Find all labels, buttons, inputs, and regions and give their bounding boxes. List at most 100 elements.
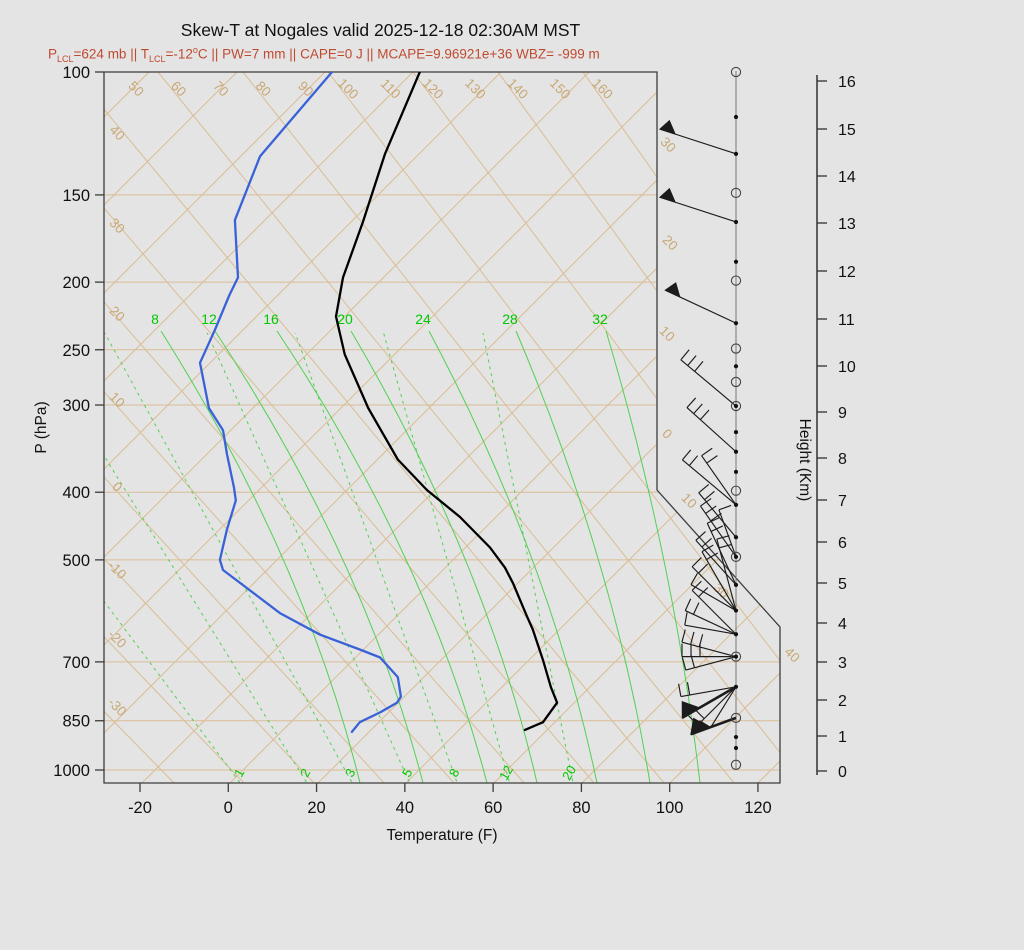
wind-barb-stem: [701, 551, 737, 611]
level-dot-marker: [733, 364, 739, 369]
mixing-ratio-line: [482, 332, 575, 783]
moist-adiabat-label: 32: [592, 311, 608, 327]
moist-adiabat-line: [276, 330, 488, 783]
wind-barb-tick: [684, 598, 692, 611]
dry-adiabat-line: [838, 72, 1024, 783]
pressure-tick-label: 400: [62, 484, 90, 502]
grid-line-label: 50: [126, 78, 147, 99]
level-dot-marker: [733, 114, 739, 120]
level-dot-marker: [733, 608, 739, 613]
grid-line-label: 70: [210, 78, 231, 99]
grid-line-label: 10: [107, 389, 128, 410]
x-axis-tick-label: 20: [307, 799, 325, 817]
sounding-curves: [198, 72, 559, 734]
wind-barb-tick: [704, 490, 715, 501]
wind-barb-tick: [698, 484, 710, 494]
moist-adiabat-label: 12: [201, 311, 217, 327]
x-axis-tick-label: -20: [128, 799, 152, 817]
level-dot-marker: [733, 219, 739, 225]
level-dot-marker: [733, 684, 739, 689]
level-circle-marker: [730, 275, 742, 286]
x-axis-tick-label: 120: [744, 799, 772, 817]
grid-line-label: 160: [589, 76, 616, 103]
wind-barb-tick: [691, 557, 702, 568]
wind-barb-tick: [688, 455, 699, 467]
wind-barb-tick: [701, 544, 714, 553]
height-tick-label: 10: [838, 359, 856, 376]
isotherm-line: [104, 72, 326, 783]
pressure-tick-label: 300: [62, 397, 90, 415]
dry-adiabat-line: [752, 72, 780, 783]
height-tick-label: 6: [838, 535, 847, 552]
grid-line-label: 40: [782, 644, 803, 665]
pressure-tick-label: 850: [62, 713, 90, 731]
dry-adiabat-line: [104, 72, 665, 783]
wind-barb-pennant: [664, 282, 681, 298]
mixing-ratio-line: [294, 332, 460, 783]
pressure-tick-label: 500: [62, 552, 90, 570]
height-tick-label: 5: [838, 576, 847, 593]
wind-barb-tick: [695, 531, 706, 541]
subtitle-fragment: LCL: [148, 54, 166, 65]
level-circle-marker: [730, 66, 742, 78]
subtitle-fragment: =-12: [165, 46, 193, 62]
level-circle-marker: [730, 187, 742, 199]
isotherm-line: [104, 72, 678, 783]
wind-barb-stem: [685, 656, 737, 671]
wind-barb-stem: [698, 492, 737, 538]
dry-adiabat-line: [327, 72, 780, 783]
pressure-tick-label: 250: [62, 342, 90, 360]
wind-barb-column: [658, 66, 742, 770]
wind-barb-tick: [681, 657, 687, 671]
isotherm-line: [104, 72, 238, 783]
grid-line-label: -10: [105, 558, 129, 582]
wind-barb-tick: [684, 612, 688, 626]
level-dot-marker: [733, 734, 739, 740]
wind-barb-tick: [690, 655, 696, 668]
grid-line-label: 10: [679, 490, 700, 511]
grid-lines: [104, 72, 1024, 783]
grid-line-label: 8: [446, 766, 463, 780]
wind-barb-stem: [691, 589, 737, 635]
wind-barb-tick: [700, 498, 712, 507]
isotherm-line: [104, 72, 150, 783]
plot-frame: [103, 71, 781, 784]
level-dot-marker: [733, 654, 739, 659]
wind-barb-tick: [686, 682, 691, 696]
wind-barb-tick: [680, 349, 690, 361]
height-tick-label: 7: [838, 493, 847, 510]
grid-line-label: 120: [420, 76, 447, 103]
subtitle-fragment: LCL: [57, 54, 74, 65]
wind-barb-stem: [680, 359, 737, 407]
grid-line-label: 10: [657, 323, 678, 344]
wind-barb-stem: [716, 538, 737, 611]
frame-outline: [103, 71, 781, 784]
height-tick-label: 16: [838, 74, 856, 91]
height-tick-label: 11: [838, 312, 855, 329]
moist-adiabat-label: 24: [415, 311, 431, 327]
height-tick-label: 1: [838, 729, 847, 746]
grid-line-label: 130: [462, 76, 489, 103]
dry-adiabat-line: [104, 72, 595, 783]
isotherm-line: [493, 72, 780, 783]
subtitle-fragment: P: [48, 46, 58, 62]
isotherm-line: [104, 72, 590, 783]
dry-adiabat-line: [157, 72, 735, 783]
wind-barb-tick: [707, 517, 720, 524]
moist-adiabat-line: [160, 330, 361, 783]
x-axis-tick-label: 0: [224, 799, 233, 817]
wind-barb-tick: [681, 629, 686, 643]
wind-barb-stem: [701, 455, 737, 506]
dry-adiabat-line: [923, 72, 1024, 783]
moist-adiabat-label: 8: [151, 311, 159, 327]
moist-adiabat-line: [428, 330, 598, 783]
dewpoint-curve: [198, 72, 403, 734]
mixing-ratio-line: [104, 332, 311, 783]
moist-adiabat-label: 28: [502, 311, 518, 327]
wind-barb-tick: [716, 535, 730, 540]
dry-adiabat-line: [104, 72, 315, 783]
x-axis-tick-label: 80: [572, 799, 590, 817]
moist-adiabat-line: [350, 330, 538, 783]
